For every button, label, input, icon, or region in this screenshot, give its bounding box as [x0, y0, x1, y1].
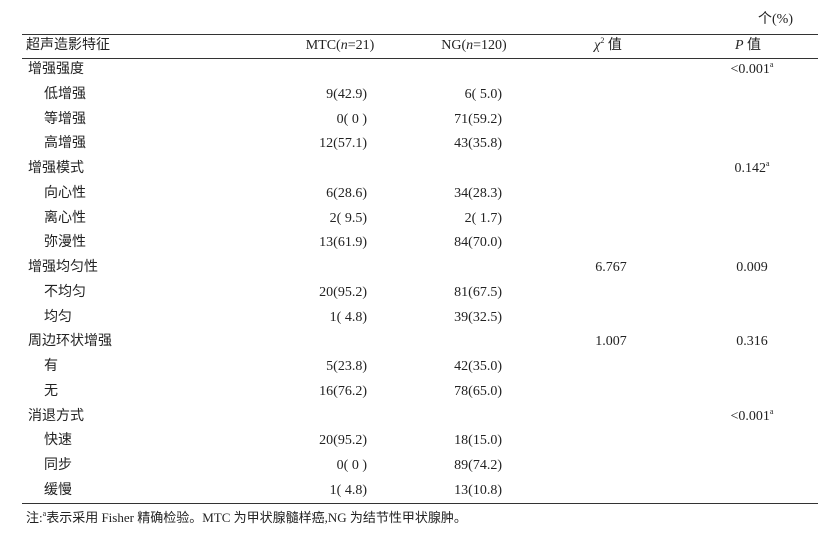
ng-value: 42(35.0) [454, 359, 502, 375]
header-text: n [466, 38, 474, 53]
p-text: 0.142 [734, 161, 766, 177]
ng-value: 81(67.5) [454, 284, 502, 300]
item-label: 不均匀 [44, 284, 86, 300]
ng-value: 6( 5.0) [464, 86, 502, 102]
header-text: =21) [347, 38, 375, 53]
group-label: 增强强度 [28, 62, 84, 77]
header-text: NG( [441, 38, 467, 53]
header-cell: P 值 [735, 38, 761, 54]
ng-value: 2( 1.7) [464, 210, 502, 226]
ng-value: 84(70.0) [454, 235, 502, 251]
header-text: n [340, 38, 348, 53]
item-label: 向心性 [44, 185, 86, 201]
header-rule [22, 58, 818, 59]
mtc-value: 13(61.9) [319, 235, 367, 251]
ng-value: 78(65.0) [454, 383, 502, 399]
item-label: 等增强 [44, 111, 86, 127]
mtc-value: 9(42.9) [326, 86, 367, 102]
header-text: χ [594, 38, 601, 53]
mtc-value: 1( 4.8) [329, 309, 367, 325]
header-cell: χ2 值 [594, 36, 622, 54]
ng-value: 34(28.3) [454, 185, 502, 201]
header-cell: 超声造影特征 [26, 38, 110, 54]
header-text: P [734, 38, 744, 53]
p-value: <0.001a [730, 406, 774, 425]
group-label: 周边环状增强 [28, 334, 112, 350]
group-label: 消退方式 [28, 408, 84, 424]
ng-value: 39(32.5) [454, 309, 502, 325]
item-label: 均匀 [44, 309, 72, 325]
item-label: 离心性 [44, 210, 86, 226]
table-note: 注:a表示采用 Fisher 精确检验。MTC 为甲状腺髓样癌,NG 为结节性甲… [26, 510, 467, 526]
p-superscript: a [765, 159, 770, 169]
mtc-value: 16(76.2) [319, 383, 367, 399]
ng-value: 13(10.8) [454, 482, 502, 498]
header-cell: NG(n=120) [441, 38, 506, 54]
mtc-value: 12(57.1) [319, 136, 367, 152]
p-value: 0.142a [734, 159, 770, 177]
group-label: 增强均匀性 [28, 260, 98, 276]
p-text: <0.001 [730, 408, 770, 424]
header-text: 值 [604, 38, 622, 53]
chi2-value: 1.007 [595, 334, 627, 350]
header-text: MTC( [305, 38, 341, 53]
mtc-value: 20(95.2) [319, 433, 367, 449]
mtc-value: 6(28.6) [326, 185, 367, 201]
item-label: 弥漫性 [44, 235, 86, 251]
mtc-value: 2( 9.5) [329, 210, 367, 226]
ng-value: 43(35.8) [454, 136, 502, 152]
ng-value: 89(74.2) [454, 458, 502, 474]
ng-value: 71(59.2) [454, 111, 502, 127]
note-prefix: 注: [26, 510, 43, 525]
p-text: 0.316 [736, 334, 768, 350]
p-text: 0.009 [736, 260, 768, 276]
header-text: 2 [600, 36, 605, 45]
item-label: 同步 [44, 458, 72, 474]
mtc-value: 1( 4.8) [329, 482, 367, 498]
header-text: =120) [473, 38, 507, 53]
p-superscript: a [769, 60, 774, 69]
chi2-value: 6.767 [595, 260, 627, 276]
bottom-rule [22, 503, 818, 505]
note-text: 表示采用 Fisher 精确检验。MTC 为甲状腺髓样癌,NG 为结节性甲状腺肿… [46, 510, 467, 525]
mtc-value: 5(23.8) [326, 359, 367, 375]
header-cell: MTC(n=21) [306, 38, 375, 54]
unit-label: 个(%) [758, 12, 793, 27]
item-label: 高增强 [44, 136, 86, 152]
top-rule [22, 34, 818, 36]
p-superscript: a [769, 406, 774, 416]
p-text: <0.001 [730, 62, 770, 77]
mtc-value: 0( 0 ) [336, 111, 367, 127]
mtc-value: 0( 0 ) [336, 458, 367, 474]
group-label: 增强模式 [28, 161, 84, 177]
item-label: 有 [44, 359, 58, 375]
item-label: 缓慢 [44, 482, 72, 498]
mtc-value: 20(95.2) [319, 284, 367, 300]
item-label: 快速 [44, 433, 72, 449]
note-superscript: a [42, 509, 47, 518]
p-value: 0.009 [736, 260, 768, 276]
header-text: 值 [743, 38, 762, 53]
p-value: 0.316 [736, 334, 768, 350]
ng-value: 18(15.0) [454, 433, 502, 449]
p-value: <0.001a [730, 60, 774, 78]
item-label: 低增强 [44, 86, 86, 102]
header-text: 超声造影特征 [26, 38, 110, 53]
item-label: 无 [44, 383, 58, 399]
